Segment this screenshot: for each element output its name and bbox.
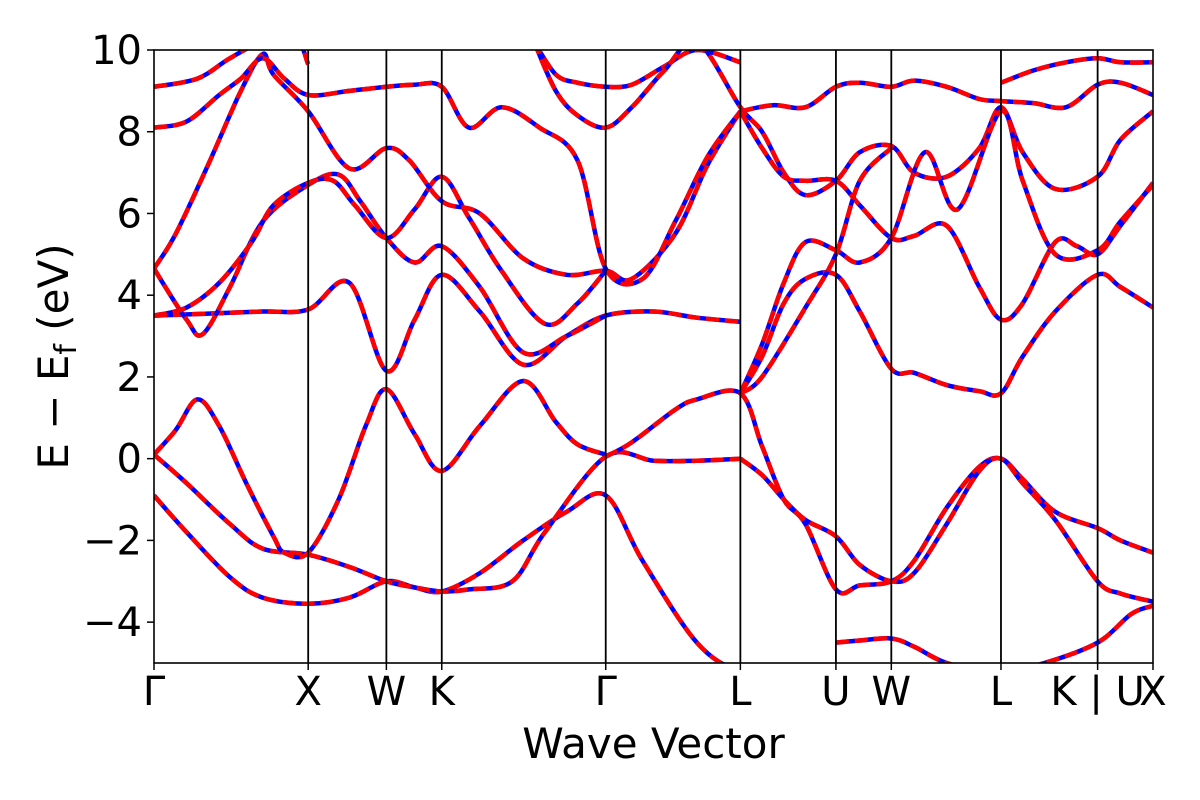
band-line-red-4 <box>604 388 1153 596</box>
band-line-red-5 <box>739 455 1153 604</box>
x-axis-title: Wave Vector <box>522 719 785 768</box>
band-line-red-1 <box>154 491 1153 663</box>
band-line-red-7 <box>154 171 607 357</box>
band-line-red-19 <box>835 636 955 663</box>
y-tick-label: 0 <box>117 437 142 483</box>
y-axis-title: E − Ef (eV) <box>29 243 84 469</box>
band-line-blue-5 <box>739 455 1153 604</box>
band-line-red-3 <box>154 378 607 560</box>
x-tick-label: X <box>294 669 321 715</box>
x-tick-label: L <box>990 669 1013 715</box>
y-tick-label: 2 <box>117 355 142 401</box>
plot-frame <box>153 49 1154 664</box>
band-line-blue-7 <box>154 171 607 357</box>
band-lines <box>154 50 1153 663</box>
band-line-red-20 <box>1000 55 1153 85</box>
band-line-red-10 <box>154 55 743 287</box>
band-line-blue-6 <box>154 272 741 374</box>
band-line-blue-1 <box>154 491 1153 663</box>
band-line-red-17 <box>738 109 1153 395</box>
y-axis-title-main: E − E <box>29 355 78 470</box>
band-line-red-18 <box>739 146 893 396</box>
x-tick-label: W <box>367 669 407 715</box>
y-axis-title-unit: (eV) <box>29 243 78 344</box>
y-axis-title-subscript: f <box>49 343 84 355</box>
y-tick-label: −2 <box>83 518 142 564</box>
band-line-blue-4 <box>604 388 1153 596</box>
high-symmetry-lines <box>307 50 1099 663</box>
x-tick-label: L <box>729 669 752 715</box>
band-line-blue-16 <box>738 270 1153 398</box>
y-tick-label: 10 <box>91 28 142 74</box>
band-line-red-14 <box>739 78 1153 114</box>
y-tick-label: 6 <box>117 191 142 237</box>
x-tick-label: W <box>872 669 912 715</box>
x-tick-label: Γ <box>143 669 166 715</box>
band-line-red-9 <box>154 51 743 283</box>
band-line-red-11 <box>154 50 311 90</box>
band-line-red-16 <box>738 270 1153 398</box>
x-tick-label: Γ <box>595 669 618 715</box>
y-tick-label: 4 <box>117 273 142 319</box>
x-tick-label: K <box>429 669 457 715</box>
y-tick-label: −4 <box>83 600 142 646</box>
band-line-red-8 <box>154 174 608 328</box>
x-tick-label: X <box>1139 669 1166 715</box>
x-tick-label: U <box>821 669 850 715</box>
band-line-red-12 <box>536 50 742 90</box>
x-tick-label: K | U <box>1050 669 1144 715</box>
band-line-red-15 <box>738 110 1153 323</box>
y-tick-label: 8 <box>117 110 142 156</box>
band-line-red-2 <box>154 449 741 594</box>
band-line-red-6 <box>154 272 741 374</box>
band-line-blue-19 <box>835 636 955 663</box>
band-line-blue-15 <box>738 110 1153 323</box>
y-axis-ticks: −4 −2 0 2 4 6 8 10 <box>83 28 154 646</box>
band-line-red-13 <box>535 50 1153 198</box>
